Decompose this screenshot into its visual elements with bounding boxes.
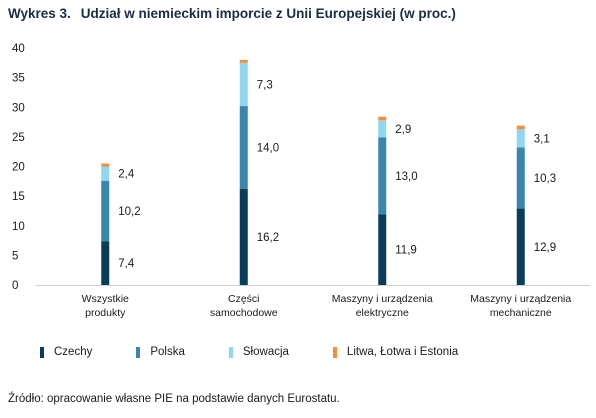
chart-title-text: Udział w niemieckim imporcie z Unii Euro… [80,6,456,21]
legend-label-czechy: Czechy [54,346,93,358]
bar-segment [101,241,110,285]
data-label: 10,2 [118,206,140,218]
bar-segment [516,129,525,148]
legend-swatch-polska [136,346,141,358]
x-category-label: elektryczne [356,307,409,319]
y-tick-label: 10 [12,221,25,233]
legend-item-czechy: Czechy [40,346,92,358]
bar-segment [239,189,248,285]
data-label: 2,4 [118,169,135,181]
stacked-bar-chart: 0 5 10 15 20 25 30 35 40 7,4 10,2 2,4 Wszystkie produ… [12,43,590,319]
legend-swatch-baltic [332,346,337,358]
bar-segment [378,214,387,285]
source-note: Źródło: opracowanie własne PIE na podsta… [8,393,340,405]
bar-segment [239,59,248,63]
bar-segment [516,147,525,209]
data-label: 13,0 [395,171,417,183]
data-label: 12,9 [534,242,556,254]
bar-segment [239,106,248,190]
bar-segment [101,180,110,242]
y-tick-label: 30 [12,102,25,114]
data-label: 16,2 [257,232,279,244]
x-category-label: Części [228,293,260,305]
data-label: 7,3 [257,79,273,91]
x-category-label: Maszyny i urządzenia [332,293,433,305]
y-tick-label: 35 [12,73,25,85]
y-tick-label: 0 [12,280,18,292]
bar-segment [378,137,387,215]
chart-title: Wykres 3. Udział w niemieckim imporcie z … [8,6,456,21]
y-tick-label: 15 [12,191,25,203]
chart-number: Wykres 3. [8,6,71,21]
data-label: 14,0 [257,143,279,155]
x-category-label: Wszystkie [82,293,129,305]
bar-segment [101,166,110,181]
legend-label-slowacja: Słowacja [242,346,289,358]
y-tick-label: 25 [12,132,25,144]
data-label: 3,1 [534,133,550,145]
data-label: 2,9 [395,124,411,136]
x-category-label: samochodowe [210,307,278,319]
bar-segment [378,120,387,138]
legend-item-polska: Polska [136,346,185,358]
y-tick-label: 40 [12,43,25,55]
data-label: 11,9 [395,245,417,257]
y-tick-label: 20 [12,162,25,174]
bar-segment [516,125,525,130]
bar-segment [516,208,525,285]
legend-swatch-czechy [40,346,44,358]
bar-segment [239,62,248,107]
legend-item-baltic: Litwa, Łotwa i Estonia [332,346,459,358]
y-tick-label: 5 [12,250,18,262]
data-label: 10,3 [534,173,556,185]
x-category-label: produkty [85,307,126,319]
legend-swatch-slowacja [228,346,233,358]
legend: Czechy Polska Słowacja Litwa, Łotwa i Es… [40,346,458,358]
legend-label-polska: Polska [150,346,185,358]
x-category-label: Maszyny i urządzenia [470,293,571,305]
bar-segment [101,163,110,167]
x-category-label: mechaniczne [490,307,552,319]
legend-item-slowacja: Słowacja [228,346,289,358]
legend-label-baltic: Litwa, Łotwa i Estonia [346,346,459,358]
bar-segment [378,116,387,121]
data-label: 7,4 [118,258,135,270]
